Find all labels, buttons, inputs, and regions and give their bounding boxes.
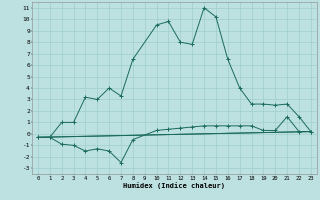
X-axis label: Humidex (Indice chaleur): Humidex (Indice chaleur): [124, 182, 225, 189]
